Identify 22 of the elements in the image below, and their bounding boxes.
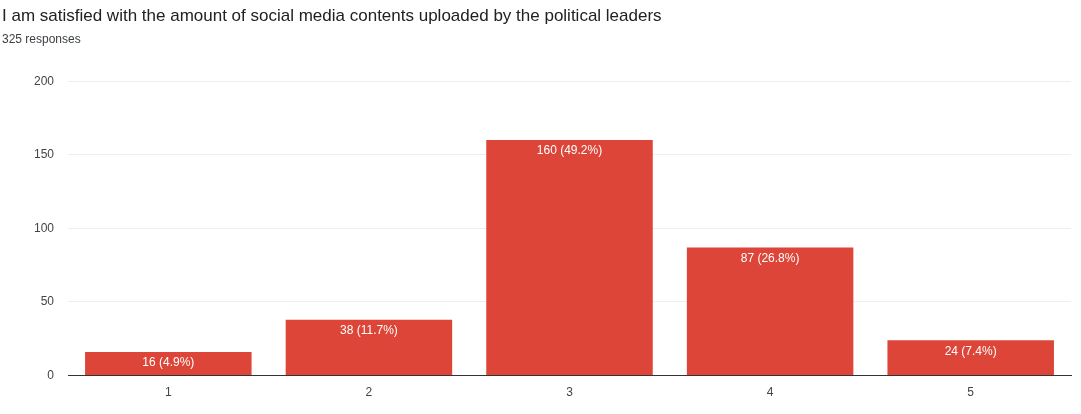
data-label: 87 (26.8%) xyxy=(740,250,800,265)
bar xyxy=(887,340,1054,376)
bar xyxy=(85,352,252,376)
chart-subtitle: 325 responses xyxy=(2,32,81,46)
x-tick-label: 1 xyxy=(164,385,172,400)
bar xyxy=(686,247,854,376)
x-tick-label: 2 xyxy=(365,385,373,400)
y-tick-label: 0 xyxy=(47,367,55,382)
y-tick-label: 100 xyxy=(33,220,55,235)
data-label: 38 (11.7%) xyxy=(340,322,398,337)
data-label: 16 (4.9%) xyxy=(142,355,195,370)
bar xyxy=(486,140,653,376)
bar xyxy=(285,319,453,376)
x-tick-label: 5 xyxy=(967,385,975,400)
y-tick-label: 150 xyxy=(33,147,55,162)
x-tick-label: 3 xyxy=(566,385,574,400)
x-tick-label: 4 xyxy=(766,385,774,400)
y-tick-label: 50 xyxy=(40,294,55,309)
data-label: 160 (49.2%) xyxy=(536,143,603,158)
y-tick-label: 200 xyxy=(33,73,55,88)
chart-title: I am satisfied with the amount of social media contents uploaded by the political leaders xyxy=(2,6,662,26)
data-label: 24 (7.4%) xyxy=(944,343,997,358)
